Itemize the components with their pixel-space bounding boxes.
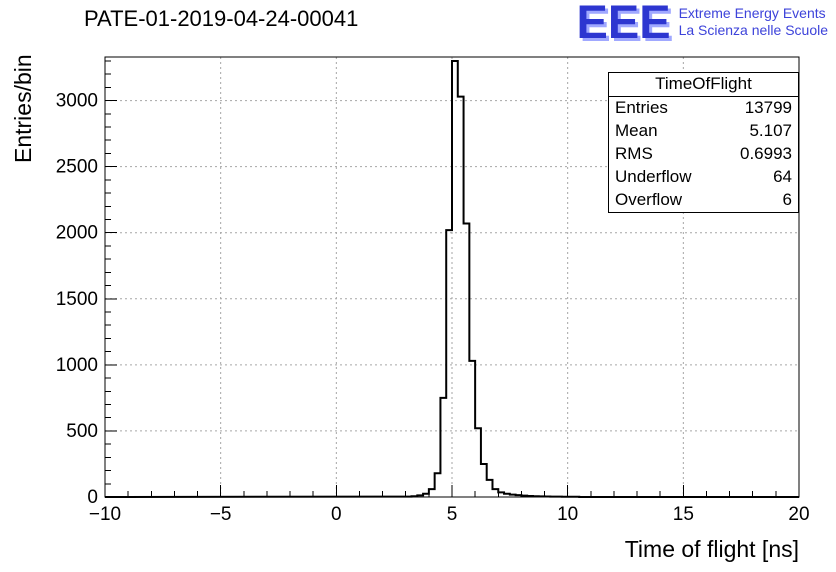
histogram-line xyxy=(104,59,799,498)
stats-label: Underflow xyxy=(615,167,692,186)
stats-value: 6 xyxy=(782,190,792,209)
stats-value: 64 xyxy=(773,167,792,186)
stats-value: 5.107 xyxy=(749,121,792,140)
x-tick-label: 5 xyxy=(447,504,458,525)
y-tick-label: 2500 xyxy=(56,157,98,178)
stats-value: 13799 xyxy=(744,98,792,117)
stats-box-title: TimeOfFlight xyxy=(609,73,798,97)
y-tick-label: 1500 xyxy=(56,289,98,310)
eee-logo-line1: Extreme Energy Events xyxy=(678,5,826,21)
stats-rows: Entries 13799 Mean 5.107 RMS 0.6993 Underflow 6… xyxy=(609,97,798,212)
y-axis-title: Entries/bin xyxy=(10,54,36,163)
stats-label: Entries xyxy=(615,98,668,117)
stats-label: RMS xyxy=(615,144,653,163)
x-tick-label: 10 xyxy=(557,504,578,525)
y-tick-label: 500 xyxy=(66,421,98,442)
eee-logo-text: EEE xyxy=(576,0,671,48)
eee-logo-line2: La Scienza nelle Scuole xyxy=(678,22,828,38)
x-tick-label: −5 xyxy=(210,504,232,525)
stats-row: Mean 5.107 xyxy=(609,120,798,143)
stats-box: TimeOfFlight Entries 13799 Mean 5.107 RMS 0.6… xyxy=(608,72,799,213)
stats-row: Entries 13799 xyxy=(609,97,798,120)
x-tick-label: −10 xyxy=(89,504,121,525)
stats-row: Underflow 64 xyxy=(609,166,798,189)
eee-logo: EEE Extreme Energy Events La Scienza nel… xyxy=(576,0,828,48)
plot-title: PATE-01-2019-04-24-00041 xyxy=(84,6,359,31)
x-tick-label: 20 xyxy=(788,504,809,525)
stats-label: Overflow xyxy=(615,190,683,209)
stats-value: 0.6993 xyxy=(740,144,792,163)
y-tick-label: 0 xyxy=(87,487,98,508)
x-tick-label: 0 xyxy=(331,504,342,525)
stats-row: RMS 0.6993 xyxy=(609,143,798,166)
stats-row: Overflow 6 xyxy=(609,189,798,212)
y-tick-label: 3000 xyxy=(56,91,98,112)
x-tick-label: 15 xyxy=(673,504,694,525)
eee-logo-tagline: Extreme Energy Events La Scienza nelle S… xyxy=(679,0,828,39)
y-tick-label: 2000 xyxy=(56,223,98,244)
y-tick-label: 1000 xyxy=(56,355,98,376)
stats-label: Mean xyxy=(615,121,658,140)
x-axis-title: Time of flight [ns] xyxy=(624,536,799,562)
